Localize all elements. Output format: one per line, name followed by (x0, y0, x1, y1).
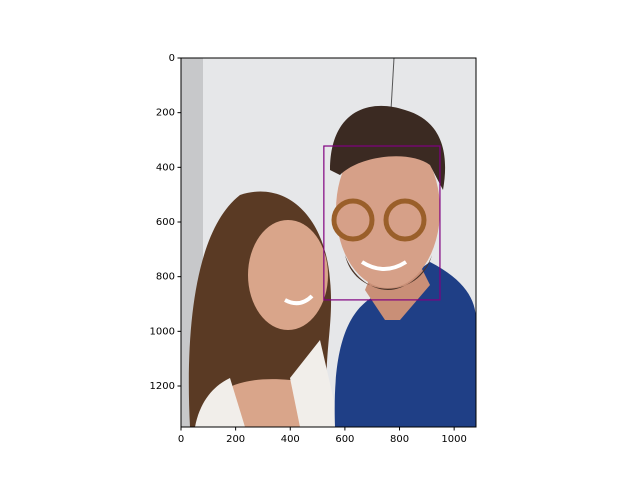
axes-frame (180, 57, 477, 428)
x-tick-label: 400 (281, 434, 300, 445)
y-tick-label: 800 (156, 272, 175, 283)
x-tick-label: 0 (178, 434, 184, 445)
y-tick-label: 1200 (150, 381, 175, 392)
x-tick-label: 200 (226, 434, 245, 445)
x-tick-label: 600 (335, 434, 354, 445)
photo (181, 58, 476, 427)
y-tick-label: 1000 (150, 326, 175, 337)
x-tick-label: 800 (390, 434, 409, 445)
x-tick-label: 1000 (441, 434, 466, 445)
y-tick-label: 0 (169, 53, 175, 64)
y-tick-label: 600 (156, 217, 175, 228)
y-tick-label: 200 (156, 108, 175, 119)
bounding-box (323, 145, 441, 301)
y-tick-label: 400 (156, 162, 175, 173)
